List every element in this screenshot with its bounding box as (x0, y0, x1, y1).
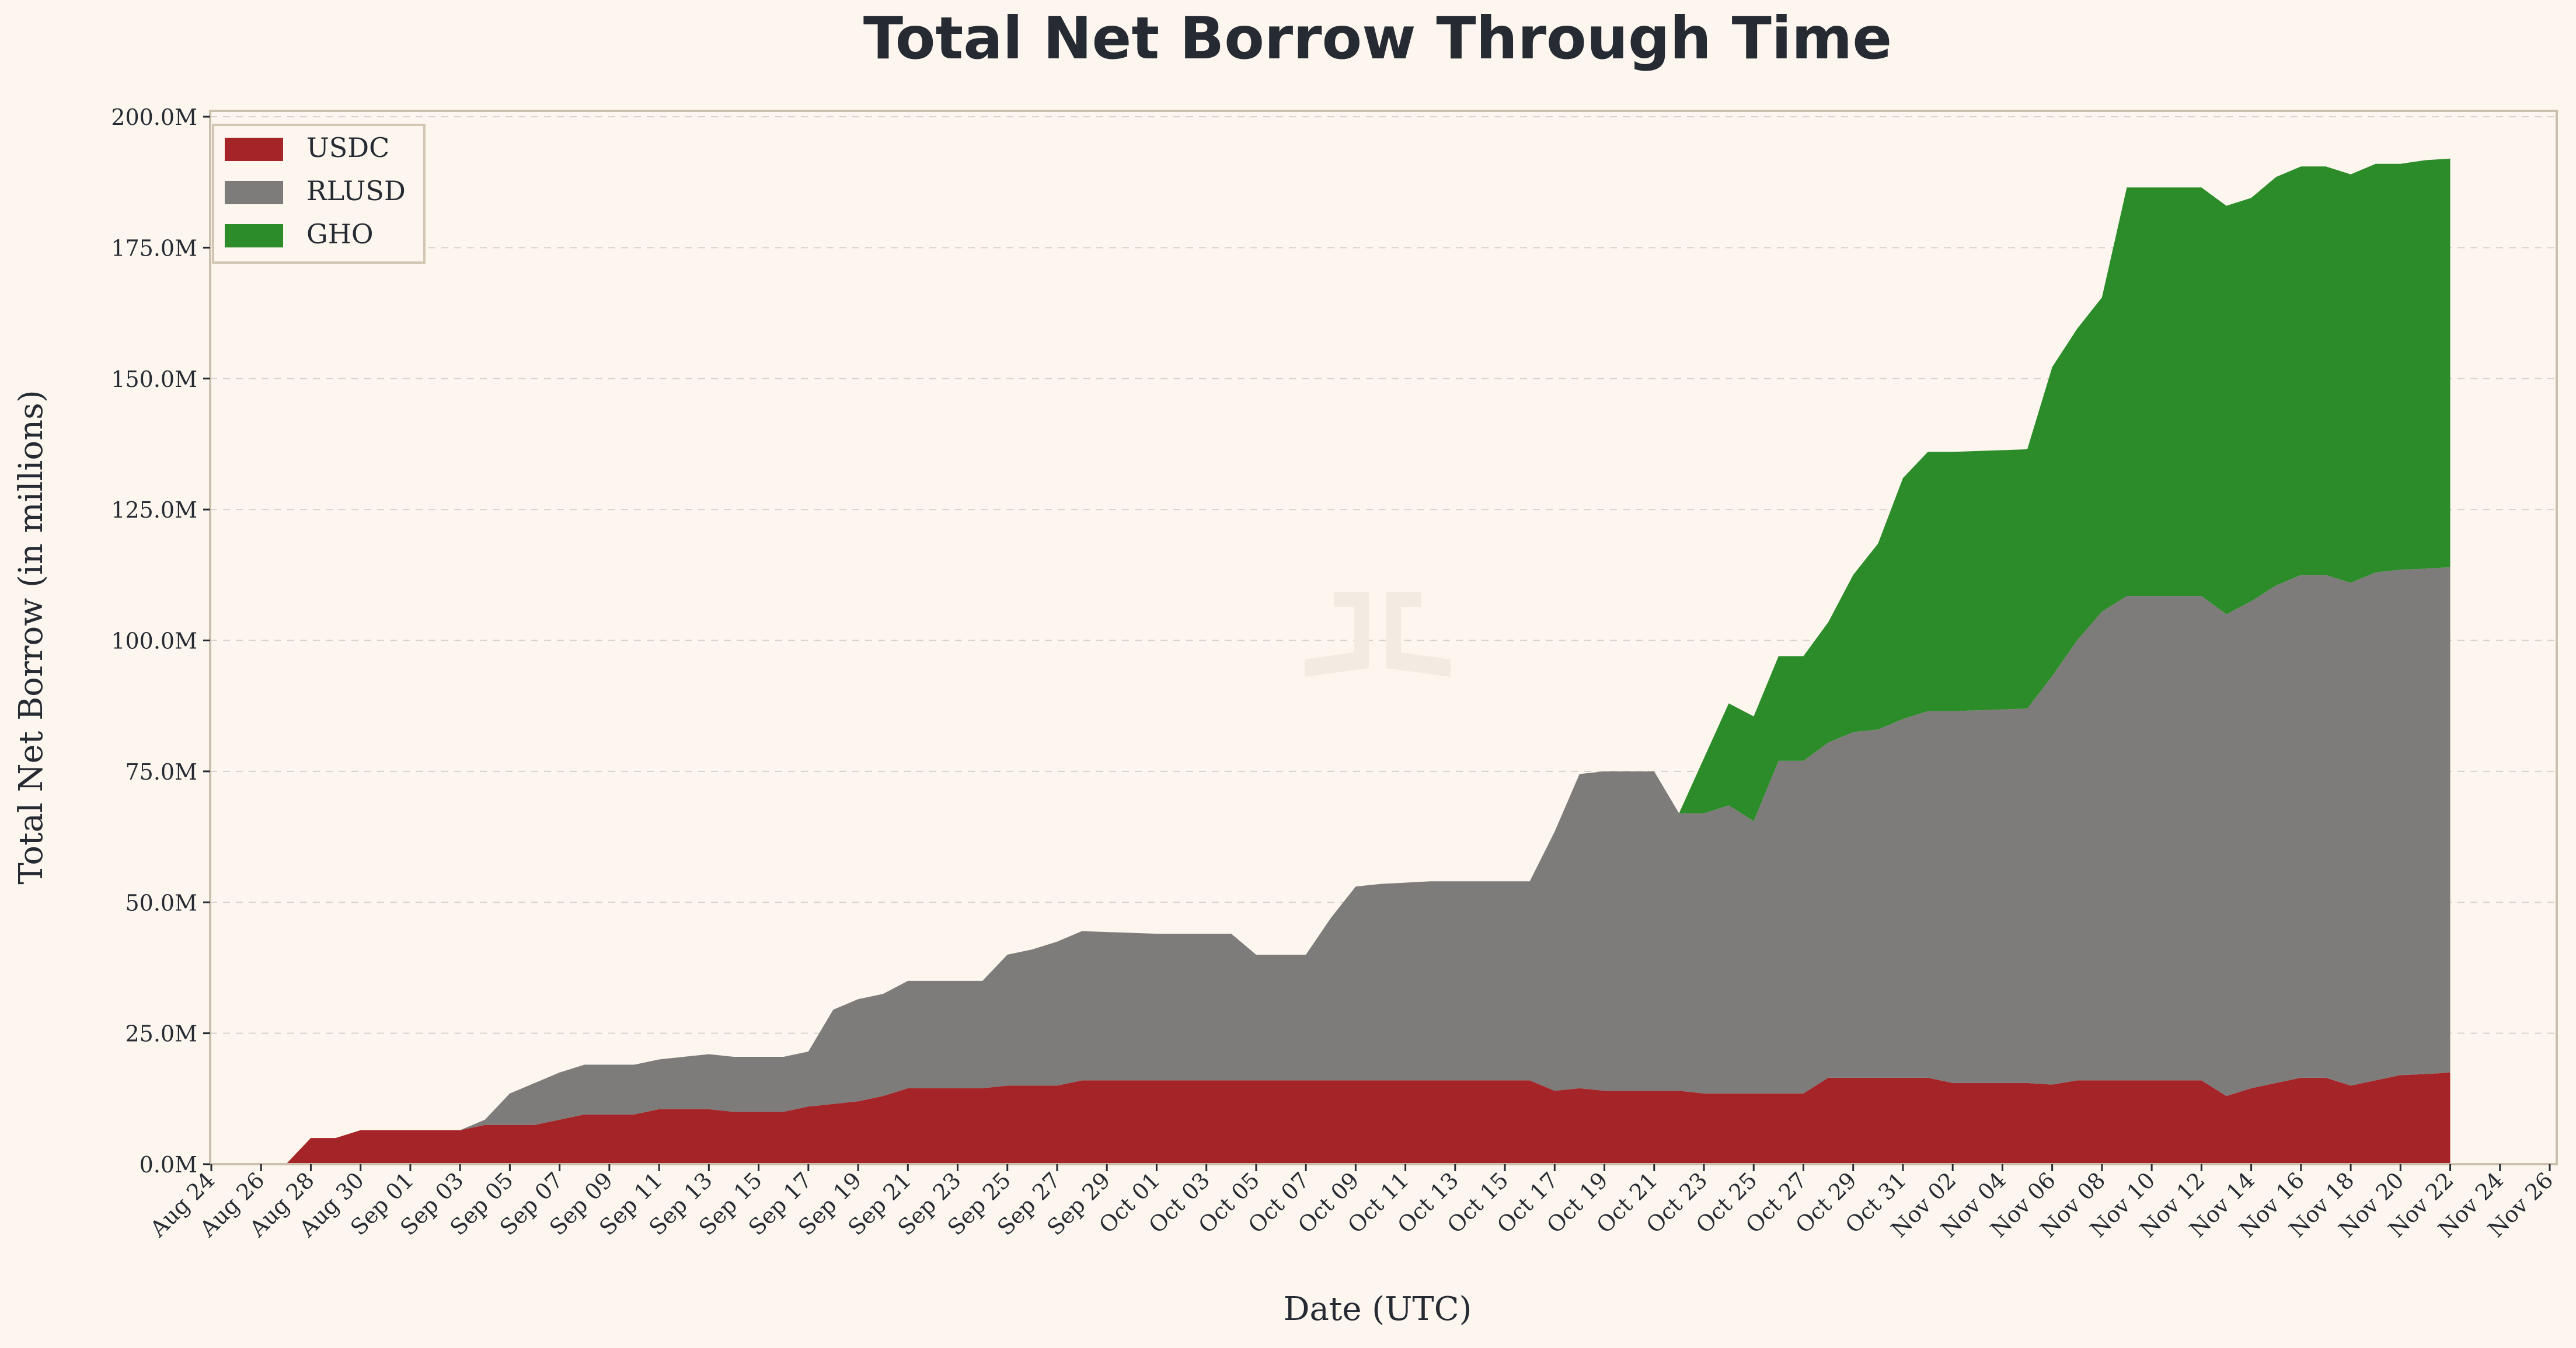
grid-lines (210, 116, 2557, 1034)
legend-label-gho: GHO (306, 218, 374, 250)
area-rlusd (285, 567, 2450, 1164)
y-axis-ticks: 0.0M 25.0M 50.0M 75.0M 100.0M 125.0M 150.0M 175… (111, 104, 210, 1178)
legend-swatch-gho (225, 224, 283, 247)
area-usdc (285, 1072, 2450, 1164)
legend-label-rlusd: RLUSD (306, 175, 406, 207)
legend: USDC RLUSD GHO (212, 124, 426, 264)
area-series (285, 158, 2450, 1164)
y-tick-label: 150.0M (111, 366, 197, 392)
legend-label-usdc: USDC (306, 132, 389, 163)
y-tick-label: 0.0M (140, 1152, 197, 1178)
legend-swatch-rlusd (225, 181, 283, 204)
y-tick-label: 75.0M (125, 759, 197, 785)
y-tick-label: 50.0M (125, 890, 197, 916)
y-axis-label: Total Net Borrow (in millions) (12, 390, 50, 884)
watermark-logo (1305, 592, 1451, 677)
y-tick-label: 25.0M (125, 1021, 197, 1047)
area-gho (285, 158, 2450, 1164)
y-tick-label: 200.0M (111, 104, 197, 130)
y-tick-label: 100.0M (111, 628, 197, 654)
legend-swatch-usdc (225, 138, 283, 161)
chart-title: Total Net Borrow Through Time (863, 4, 1892, 72)
plot-frame (209, 110, 2558, 1165)
y-tick-label: 175.0M (111, 235, 197, 261)
y-tick-label: 125.0M (111, 497, 197, 523)
x-axis-label: Date (UTC) (1284, 1290, 1472, 1328)
